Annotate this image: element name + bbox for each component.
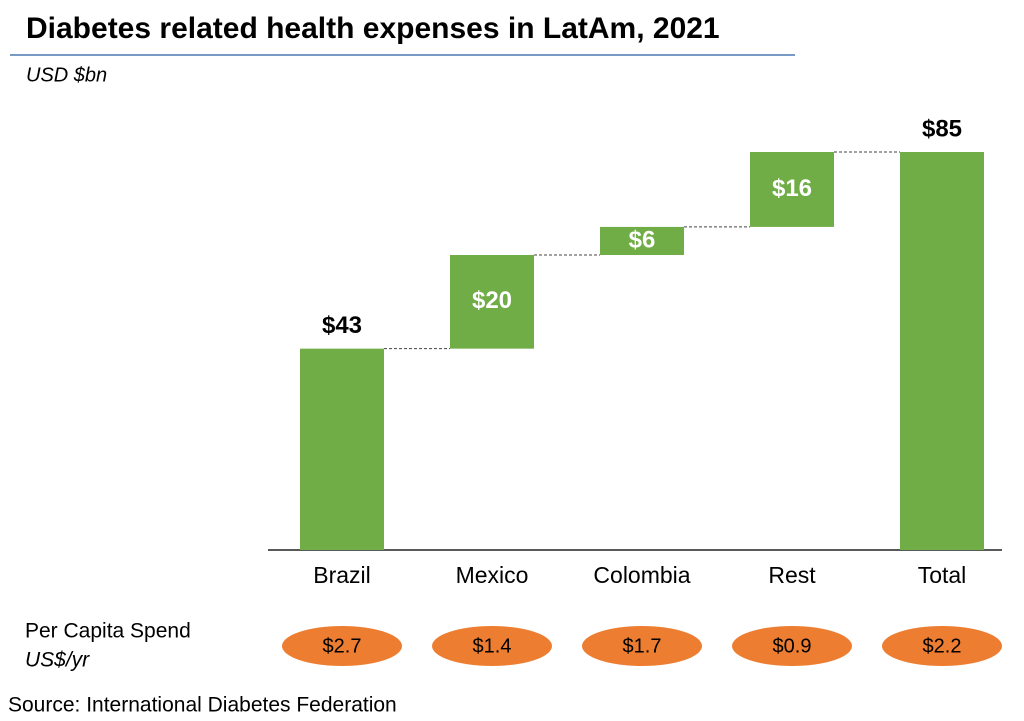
per-capita-marker — [582, 626, 702, 666]
source: Source: International Diabetes Federatio… — [8, 694, 397, 717]
bar — [750, 152, 834, 227]
value-label: $43 — [322, 312, 362, 339]
per-capita-label: Per Capita Spend — [25, 620, 191, 643]
per-capita-marker — [282, 626, 402, 666]
per-capita-marker — [882, 626, 1002, 666]
per-capita-value: $2.2 — [923, 635, 962, 657]
bar — [900, 152, 984, 550]
per-capita-value: $2.7 — [323, 635, 362, 657]
bar — [600, 226, 684, 256]
value-label: $6 — [629, 226, 656, 253]
x-tick-label: Rest — [768, 562, 816, 588]
per-capita-marker — [432, 626, 552, 666]
x-tick-label: Colombia — [593, 562, 690, 588]
x-tick-label: Total — [918, 562, 967, 588]
x-tick-label: Brazil — [313, 562, 371, 588]
per-capita-value: $0.9 — [773, 635, 812, 657]
per-capita-value: $1.4 — [473, 635, 512, 657]
x-tick-label: Mexico — [456, 562, 529, 588]
per-capita-value: $1.7 — [623, 635, 662, 657]
chart-title: Diabetes related health expenses in LatA… — [26, 12, 720, 45]
per-capita-marker — [732, 626, 852, 666]
bar — [450, 255, 534, 349]
value-label: $16 — [772, 175, 812, 202]
bar — [300, 348, 384, 550]
value-label: $85 — [922, 115, 962, 142]
value-label: $20 — [472, 287, 512, 314]
per-capita-unit: US$/yr — [25, 649, 90, 672]
subtitle: USD $bn — [26, 64, 107, 86]
